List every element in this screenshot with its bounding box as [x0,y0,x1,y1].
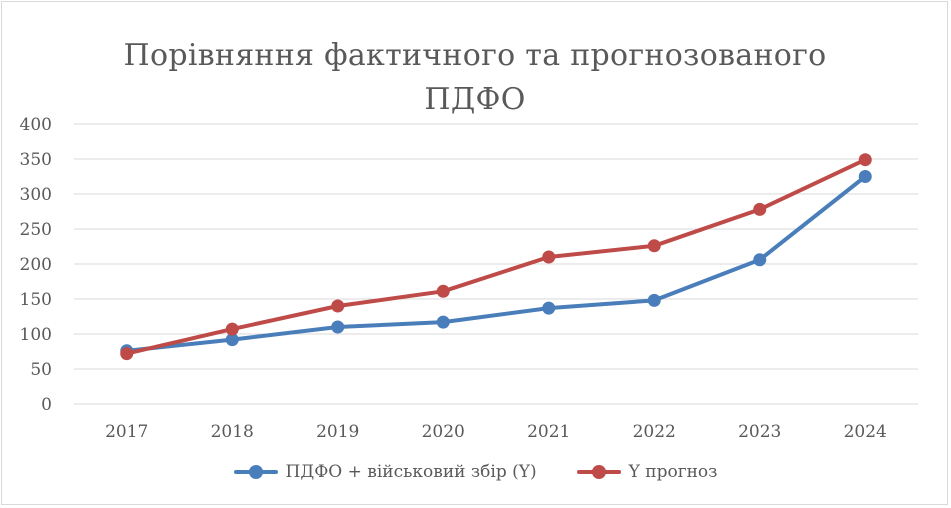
legend-swatch-series-1 [233,465,278,479]
y-tick-label: 200 [20,255,52,275]
legend: ПДФО + військовий збір (Y) Y прогноз [0,462,951,482]
data-point-series-1 [436,315,450,329]
data-point-series-2 [225,322,239,336]
series-line-1 [124,174,868,353]
data-point-series-2 [542,250,556,264]
x-tick-label: 2017 [105,422,148,442]
legend-swatch-series-2 [576,465,621,479]
series-line-2 [124,157,868,356]
legend-item-series-1: ПДФО + військовий збір (Y) [233,462,537,482]
data-point-series-2 [331,299,345,313]
legend-label-series-2: Y прогноз [628,462,718,482]
data-point-series-2 [120,347,134,361]
data-point-series-2 [436,284,450,298]
x-tick-label: 2023 [738,422,781,442]
data-point-series-2 [858,153,872,167]
chart-title: Порівняння фактичного та прогнозованого … [123,38,827,117]
y-tick-label: 350 [20,150,52,170]
x-tick-label: 2018 [211,422,254,442]
x-tick-label: 2022 [633,422,676,442]
y-tick-label: 150 [20,290,52,310]
data-point-series-1 [647,293,661,307]
data-point-series-1 [225,333,239,347]
x-tick-label: 2019 [316,422,359,442]
data-point-series-1 [542,301,556,315]
y-tick-label: 50 [30,360,52,380]
data-point-series-1 [753,253,767,267]
data-point-series-2 [753,202,767,216]
data-point-series-2 [647,239,661,253]
data-point-series-1 [331,320,345,334]
y-tick-label: 250 [20,220,52,240]
x-tick-label: 2020 [422,422,465,442]
x-tick-label: 2024 [844,422,887,442]
y-tick-label: 100 [20,325,52,345]
y-tick-label: 400 [20,115,52,135]
data-point-series-1 [858,170,872,183]
x-tick-label: 2021 [527,422,570,442]
y-tick-label: 300 [20,185,52,205]
legend-item-series-2: Y прогноз [576,462,718,482]
legend-label-series-1: ПДФО + військовий збір (Y) [285,462,537,482]
y-tick-label: 0 [41,395,52,415]
